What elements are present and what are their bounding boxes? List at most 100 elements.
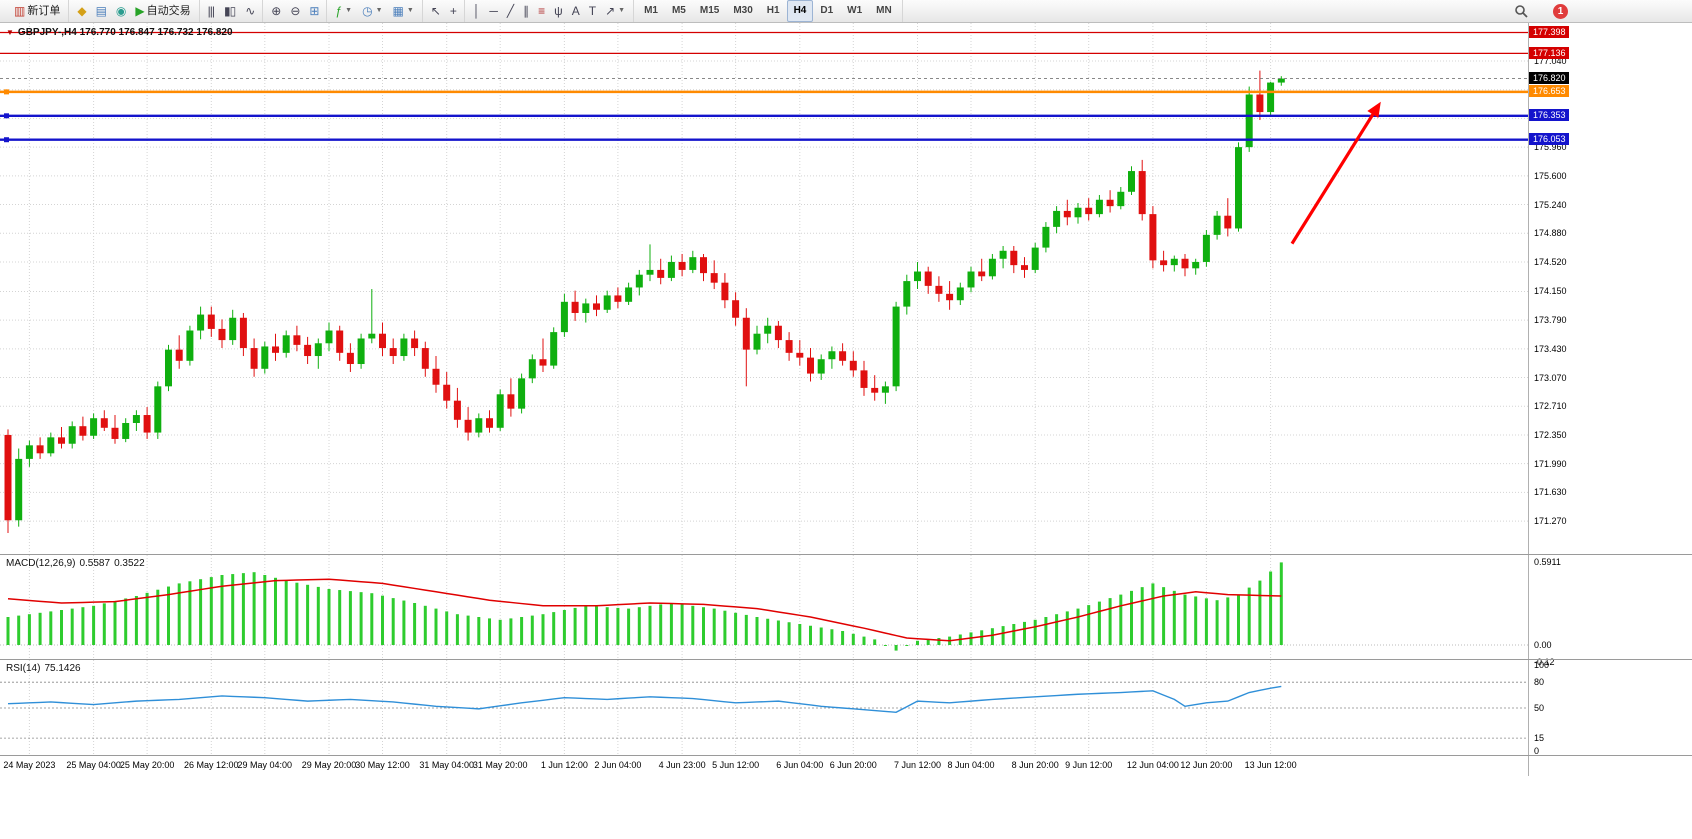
- time-label: 6 Jun 04:00: [776, 760, 824, 770]
- text-label-button[interactable]: T: [584, 3, 600, 19]
- timeframe-d1-button[interactable]: D1: [820, 5, 834, 16]
- price-tick-label: 175.960: [1534, 142, 1567, 153]
- zoom-in-button[interactable]: ⊕: [266, 3, 285, 19]
- timeframe-h1-button[interactable]: H1: [766, 5, 780, 16]
- time-label: 31 May 04:00: [419, 760, 474, 770]
- time-label: 31 May 20:00: [472, 760, 528, 770]
- timeframe-w1-button[interactable]: W1: [847, 5, 863, 16]
- community-button[interactable]: ◉: [111, 3, 130, 19]
- bar-chart-button[interactable]: |||: [203, 3, 219, 19]
- bar-chart-icon: |||: [207, 4, 215, 18]
- pitchfork-icon: ψ: [554, 4, 563, 18]
- rsi-canvas[interactable]: [0, 660, 1528, 755]
- price-tick-label: 175.600: [1534, 170, 1567, 181]
- zoom-in-icon: ⊕: [271, 4, 281, 18]
- vertical-line-button[interactable]: │: [468, 3, 485, 19]
- search-icon[interactable]: [1514, 4, 1529, 19]
- pitchfork-button[interactable]: ψ: [549, 3, 567, 19]
- zoom-out-button[interactable]: ⊖: [285, 3, 304, 19]
- time-label: 30 May 12:00: [355, 760, 410, 770]
- level-price-box: 176.653: [1529, 85, 1569, 98]
- toolbar: ▥ 新订单 ◆ ▤ ◉ ▶ 自动交易 ||| ▮▯ ∿ ⊕ ⊖ ⊞ ƒ ▼ ◷ ▼ ▦ ▼ ↖ + │ ─ ╱ ∥ ≡ ψ A T ↗ ▼ …: [0, 0, 1692, 23]
- price-axis[interactable]: 177.040176.680176.320175.960175.600175.2…: [1528, 23, 1692, 776]
- equidistant-channel-button[interactable]: ∥: [518, 3, 533, 19]
- text-icon: A: [571, 4, 580, 18]
- price-tick-label: 174.150: [1534, 286, 1567, 297]
- trend-arrow[interactable]: [1290, 101, 1381, 245]
- print-icon: ▤: [95, 4, 107, 18]
- timeframe-mn-button[interactable]: MN: [876, 5, 892, 16]
- candlestick-chart-button[interactable]: ▮▯: [219, 3, 240, 19]
- timeframe-m30-button[interactable]: M30: [733, 5, 753, 16]
- indicators-icon: ƒ: [335, 4, 342, 18]
- rsi-tick-label: 80: [1534, 677, 1545, 688]
- periods-button[interactable]: ◷ ▼: [357, 1, 387, 21]
- indicators-button[interactable]: ƒ ▼: [330, 1, 357, 21]
- chart-type-group: ||| ▮▯ ∿: [200, 0, 264, 22]
- text-label-icon: T: [588, 4, 596, 18]
- zoom-out-icon: ⊖: [290, 4, 300, 18]
- community-icon: ◉: [115, 4, 127, 18]
- insert-group: ƒ ▼ ◷ ▼ ▦ ▼: [327, 0, 423, 22]
- autotrading-button-label: 自动交易: [146, 5, 191, 17]
- chevron-down-icon: ▼: [406, 7, 414, 14]
- price-tick-label: 174.520: [1534, 256, 1567, 267]
- text-button[interactable]: A: [567, 3, 584, 19]
- cursor-button[interactable]: ↖: [426, 3, 445, 19]
- crosshair-button[interactable]: +: [445, 3, 461, 19]
- print-button[interactable]: ▤: [91, 3, 111, 19]
- timeframe-m5-button[interactable]: M5: [671, 5, 686, 16]
- vertical-line-icon: │: [472, 4, 480, 18]
- timeframe-m15-button[interactable]: M15: [699, 5, 720, 16]
- autotrading-button[interactable]: ▶ 自动交易: [130, 1, 195, 21]
- periods-icon: ◷: [362, 4, 373, 18]
- time-label: 7 Jun 12:00: [893, 760, 942, 770]
- horizontal-line-button[interactable]: ─: [484, 3, 502, 19]
- candlestick-series: [4, 70, 1285, 534]
- horizontal-line-icon: ─: [489, 4, 497, 18]
- time-label: 25 May 20:00: [119, 760, 175, 770]
- trendline-button[interactable]: ╱: [502, 3, 518, 19]
- rsi-label: RSI(14) 75.1426: [6, 663, 85, 674]
- rsi-panel-splitter[interactable]: [0, 659, 1692, 660]
- tile-windows-button[interactable]: ⊞: [304, 3, 323, 19]
- trade-group: ▥ 新订单: [6, 0, 70, 22]
- time-label: 9 Jun 12:00: [1065, 760, 1113, 770]
- level-price-box: 177.398: [1529, 25, 1569, 38]
- time-axis[interactable]: 24 May 2023 25 May 04:00 25 May 20:00 26 Ma…: [0, 756, 1528, 776]
- macd-label: MACD(12,26,9) 0.5587 0.3522: [6, 558, 149, 569]
- macd-canvas[interactable]: [0, 555, 1528, 659]
- new-order-button[interactable]: ▥ 新订单: [9, 1, 65, 21]
- charts-button[interactable]: ◆: [72, 3, 90, 19]
- symbol-marker-icon: ▼: [6, 27, 14, 37]
- main-chart-canvas[interactable]: [0, 23, 1528, 554]
- price-tick-label: 171.270: [1534, 516, 1567, 527]
- timeframe-h4-button[interactable]: H4: [786, 0, 814, 22]
- crosshair-icon: +: [449, 4, 457, 18]
- arrows-button[interactable]: ↗ ▼: [600, 1, 630, 21]
- fibonacci-button[interactable]: ≡: [533, 3, 549, 19]
- timeframe-m1-button[interactable]: M1: [644, 5, 658, 16]
- timeframe-group: M1 M5 M15 M30 H1 H4 D1 W1 MN: [634, 0, 903, 22]
- pointer-group: ↖ +: [423, 0, 465, 22]
- cursor-icon: ↖: [430, 4, 441, 18]
- fibonacci-icon: ≡: [538, 4, 545, 18]
- notification-badge[interactable]: 1: [1553, 3, 1568, 19]
- candlestick-chart-icon: ▮▯: [224, 4, 236, 18]
- rsi-tick-label: 100: [1534, 660, 1550, 670]
- line-chart-button[interactable]: ∿: [240, 3, 259, 19]
- rsi-line: [7, 685, 1282, 714]
- rsi-grid: [0, 660, 1528, 755]
- templates-icon: ▦: [392, 4, 404, 18]
- templates-button[interactable]: ▦ ▼: [388, 1, 419, 21]
- horizontal-level-lines[interactable]: [0, 31, 1528, 143]
- line-studies-group: │ ─ ╱ ∥ ≡ ψ A T ↗ ▼: [465, 0, 635, 22]
- chevron-down-icon: ▼: [618, 7, 626, 14]
- rsi-tick-label: 0: [1534, 746, 1540, 756]
- chevron-down-icon: ▼: [375, 7, 383, 14]
- line-chart-icon: ∿: [245, 4, 255, 18]
- time-label: 29 May 04:00: [237, 760, 293, 770]
- level-price-box: 176.353: [1529, 109, 1569, 122]
- chart-window: ▼ GBPJPY-,H4 176.770 176.847 176.732 176…: [0, 23, 1692, 839]
- macd-panel-splitter[interactable]: [0, 554, 1692, 555]
